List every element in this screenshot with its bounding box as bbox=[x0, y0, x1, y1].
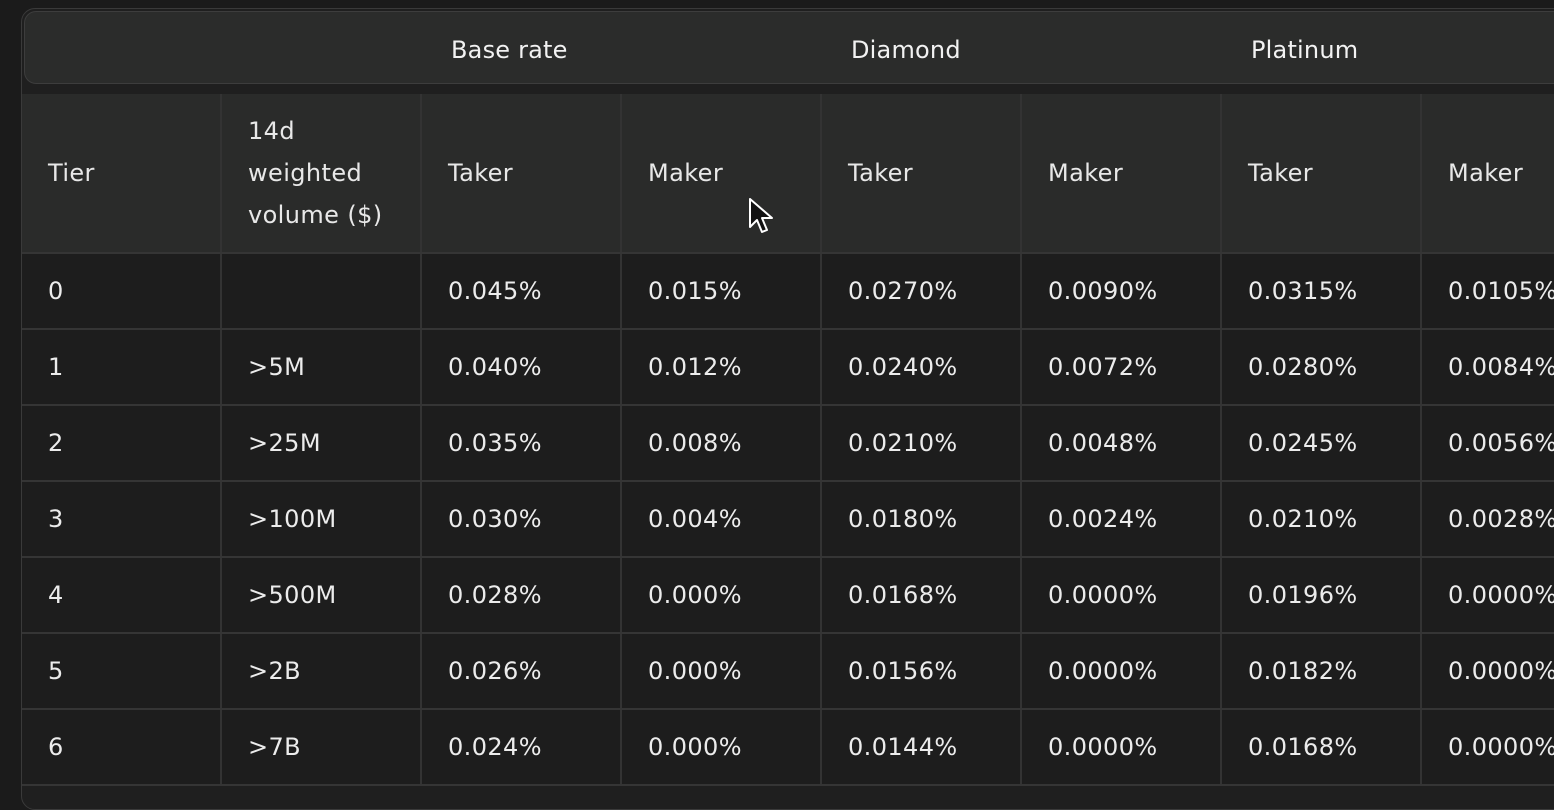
base-maker-cell: 0.000% bbox=[622, 634, 822, 708]
group-label-platinum: Platinum bbox=[1251, 36, 1359, 64]
base-maker-cell: 0.012% bbox=[622, 330, 822, 404]
group-label-base-rate: Base rate bbox=[451, 36, 568, 64]
table-row: 3 >100M 0.030% 0.004% 0.0180% 0.0024% 0.… bbox=[22, 482, 1554, 558]
platinum-taker-cell: 0.0210% bbox=[1222, 482, 1422, 556]
volume-cell: >500M bbox=[222, 558, 422, 632]
diamond-taker-cell: 0.0240% bbox=[822, 330, 1022, 404]
diamond-maker-cell: 0.0072% bbox=[1022, 330, 1222, 404]
volume-cell bbox=[222, 254, 422, 328]
platinum-maker-cell: 0.0105% bbox=[1422, 254, 1554, 328]
tier-cell: 5 bbox=[22, 634, 222, 708]
volume-cell: >5M bbox=[222, 330, 422, 404]
tier-cell: 6 bbox=[22, 710, 222, 784]
platinum-maker-cell: 0.0028% bbox=[1422, 482, 1554, 556]
base-maker-cell: 0.000% bbox=[622, 558, 822, 632]
column-header-volume: 14d weighted volume ($) bbox=[222, 94, 422, 252]
column-header-platinum-maker: Maker bbox=[1422, 94, 1554, 252]
base-taker-cell: 0.030% bbox=[422, 482, 622, 556]
table-row: 2 >25M 0.035% 0.008% 0.0210% 0.0048% 0.0… bbox=[22, 406, 1554, 482]
column-header-base-taker: Taker bbox=[422, 94, 622, 252]
base-taker-cell: 0.024% bbox=[422, 710, 622, 784]
base-taker-cell: 0.026% bbox=[422, 634, 622, 708]
base-maker-cell: 0.000% bbox=[622, 710, 822, 784]
volume-cell: >2B bbox=[222, 634, 422, 708]
platinum-maker-cell: 0.0000% bbox=[1422, 558, 1554, 632]
diamond-maker-cell: 0.0000% bbox=[1022, 710, 1222, 784]
base-taker-cell: 0.035% bbox=[422, 406, 622, 480]
diamond-taker-cell: 0.0180% bbox=[822, 482, 1022, 556]
fee-group-header: Base rate Diamond Platinum bbox=[24, 11, 1554, 84]
mouse-pointer-icon bbox=[749, 198, 773, 233]
base-taker-cell: 0.028% bbox=[422, 558, 622, 632]
tier-cell: 4 bbox=[22, 558, 222, 632]
base-maker-cell: 0.004% bbox=[622, 482, 822, 556]
table-row: 5 >2B 0.026% 0.000% 0.0156% 0.0000% 0.01… bbox=[22, 634, 1554, 710]
fee-table-card: Base rate Diamond Platinum Tier 14d weig… bbox=[21, 8, 1554, 810]
diamond-taker-cell: 0.0144% bbox=[822, 710, 1022, 784]
platinum-taker-cell: 0.0196% bbox=[1222, 558, 1422, 632]
volume-cell: >7B bbox=[222, 710, 422, 784]
diamond-taker-cell: 0.0270% bbox=[822, 254, 1022, 328]
group-label-diamond: Diamond bbox=[851, 36, 961, 64]
base-taker-cell: 0.040% bbox=[422, 330, 622, 404]
diamond-taker-cell: 0.0168% bbox=[822, 558, 1022, 632]
base-taker-cell: 0.045% bbox=[422, 254, 622, 328]
platinum-taker-cell: 0.0168% bbox=[1222, 710, 1422, 784]
platinum-taker-cell: 0.0280% bbox=[1222, 330, 1422, 404]
tier-cell: 3 bbox=[22, 482, 222, 556]
tier-cell: 0 bbox=[22, 254, 222, 328]
platinum-maker-cell: 0.0056% bbox=[1422, 406, 1554, 480]
platinum-maker-cell: 0.0000% bbox=[1422, 710, 1554, 784]
platinum-maker-cell: 0.0000% bbox=[1422, 634, 1554, 708]
platinum-taker-cell: 0.0315% bbox=[1222, 254, 1422, 328]
platinum-taker-cell: 0.0245% bbox=[1222, 406, 1422, 480]
base-maker-cell: 0.015% bbox=[622, 254, 822, 328]
column-header-diamond-taker: Taker bbox=[822, 94, 1022, 252]
base-maker-cell: 0.008% bbox=[622, 406, 822, 480]
diamond-taker-cell: 0.0156% bbox=[822, 634, 1022, 708]
diamond-maker-cell: 0.0000% bbox=[1022, 558, 1222, 632]
diamond-maker-cell: 0.0000% bbox=[1022, 634, 1222, 708]
table-row: 6 >7B 0.024% 0.000% 0.0144% 0.0000% 0.01… bbox=[22, 710, 1554, 786]
tier-cell: 1 bbox=[22, 330, 222, 404]
fee-tier-table: Tier 14d weighted volume ($) Taker Maker… bbox=[22, 94, 1554, 786]
diamond-maker-cell: 0.0024% bbox=[1022, 482, 1222, 556]
diamond-maker-cell: 0.0048% bbox=[1022, 406, 1222, 480]
platinum-maker-cell: 0.0084% bbox=[1422, 330, 1554, 404]
diamond-taker-cell: 0.0210% bbox=[822, 406, 1022, 480]
volume-cell: >25M bbox=[222, 406, 422, 480]
table-header-row: Tier 14d weighted volume ($) Taker Maker… bbox=[22, 94, 1554, 254]
table-row: 4 >500M 0.028% 0.000% 0.0168% 0.0000% 0.… bbox=[22, 558, 1554, 634]
tier-cell: 2 bbox=[22, 406, 222, 480]
column-header-diamond-maker: Maker bbox=[1022, 94, 1222, 252]
column-header-base-maker: Maker bbox=[622, 94, 822, 252]
column-header-platinum-taker: Taker bbox=[1222, 94, 1422, 252]
platinum-taker-cell: 0.0182% bbox=[1222, 634, 1422, 708]
volume-cell: >100M bbox=[222, 482, 422, 556]
table-row: 0 0.045% 0.015% 0.0270% 0.0090% 0.0315% … bbox=[22, 254, 1554, 330]
diamond-maker-cell: 0.0090% bbox=[1022, 254, 1222, 328]
column-header-tier: Tier bbox=[22, 94, 222, 252]
table-row: 1 >5M 0.040% 0.012% 0.0240% 0.0072% 0.02… bbox=[22, 330, 1554, 406]
